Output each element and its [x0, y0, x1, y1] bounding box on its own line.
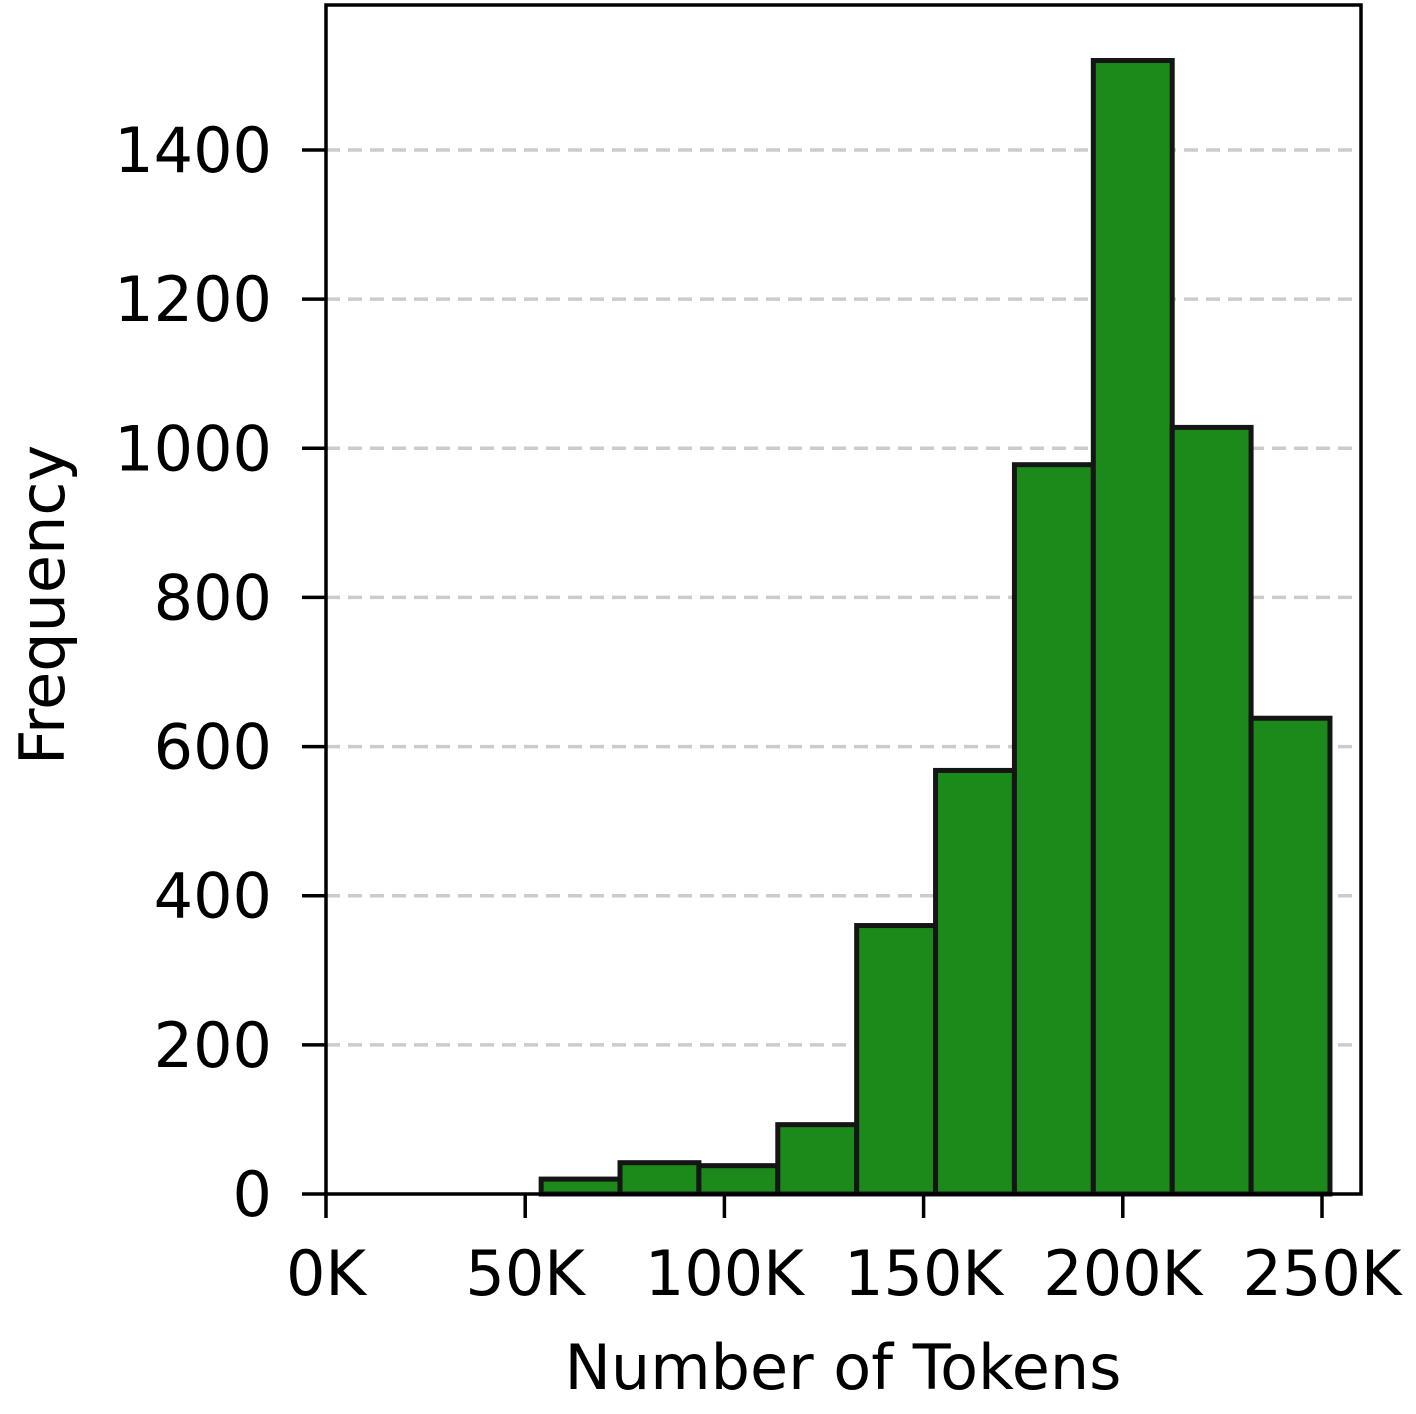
histogram-bar — [617, 1160, 702, 1197]
histogram-bar — [775, 1122, 860, 1197]
y-tick-label: 800 — [154, 561, 272, 634]
y-tick-label: 600 — [154, 711, 272, 784]
x-tick-label: 100K — [645, 1237, 805, 1310]
y-tick-label: 1000 — [114, 412, 272, 485]
y-tick-label: 200 — [154, 1009, 272, 1082]
y-axis-label: Frequency — [6, 445, 79, 765]
histogram-bar — [933, 767, 1017, 1197]
x-tick-label: 0K — [286, 1237, 367, 1310]
plot-frame — [324, 3, 1363, 1196]
y-tick-label: 400 — [154, 860, 272, 933]
x-axis-label: Number of Tokens — [565, 1331, 1122, 1404]
histogram-bar — [854, 923, 939, 1197]
bars-layer — [538, 58, 1333, 1197]
histogram-bar — [1169, 424, 1254, 1197]
histogram-bar — [696, 1163, 781, 1197]
histogram-bar — [1011, 462, 1096, 1197]
x-tick-label: 50K — [465, 1237, 586, 1310]
x-tick-label: 250K — [1243, 1237, 1403, 1310]
y-tick-label: 0 — [233, 1158, 272, 1231]
histogram-bar — [1248, 715, 1333, 1197]
y-axis-ticks: 0 200 400 600 800 1000 1200 1400 — [114, 114, 326, 1231]
x-tick-label: 150K — [844, 1237, 1004, 1310]
histogram-bar — [1090, 58, 1175, 1197]
histogram-bar — [538, 1176, 623, 1197]
y-tick-label: 1400 — [114, 114, 272, 187]
y-tick-label: 1200 — [114, 263, 272, 336]
x-tick-label: 200K — [1043, 1237, 1203, 1310]
x-axis-ticks: 0K 50K 100K 150K 200K 250K — [286, 1194, 1403, 1310]
